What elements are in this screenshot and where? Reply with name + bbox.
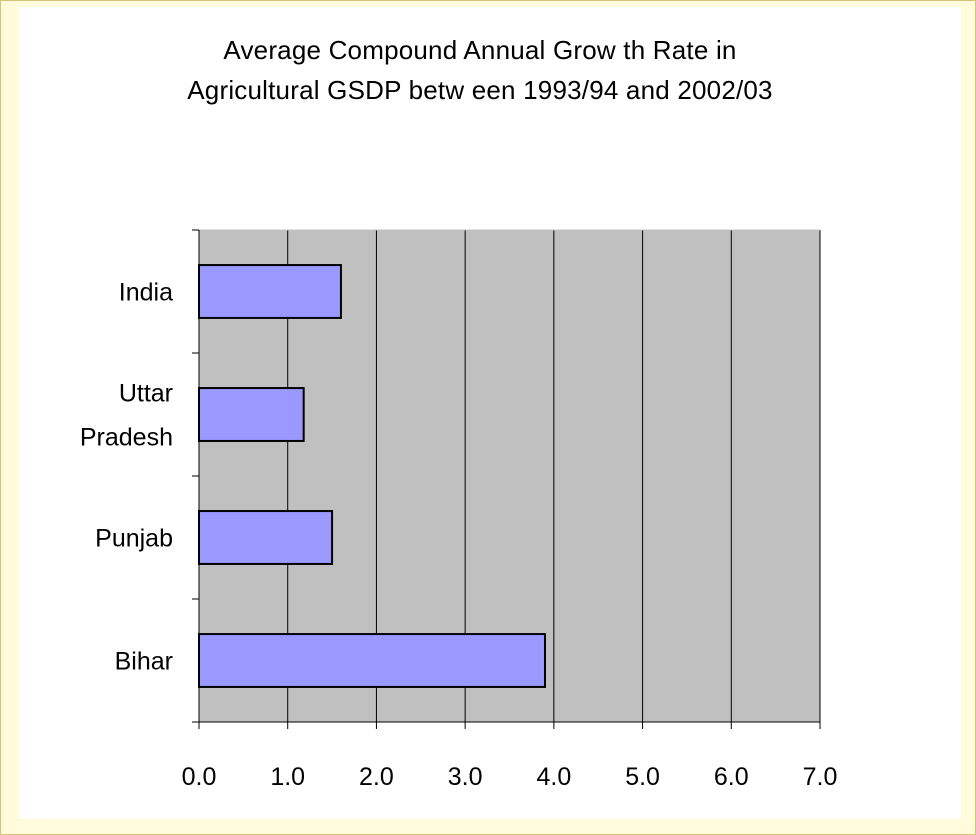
x-tick-label: 6.0: [714, 763, 749, 791]
bar: [198, 264, 342, 319]
category-label: India: [119, 279, 173, 307]
bar: [198, 510, 334, 565]
chart-title: Average Compound Annual Grow th Rate in …: [0, 30, 960, 110]
category-label: Punjab: [95, 525, 173, 553]
category-label: Uttar: [119, 380, 173, 408]
bar: [198, 387, 305, 442]
x-tick-label: 4.0: [536, 763, 571, 791]
x-tick-label: 5.0: [625, 763, 660, 791]
x-tick-label: 3.0: [448, 763, 483, 791]
x-tick-label: 7.0: [803, 763, 838, 791]
category-label: Bihar: [115, 648, 173, 676]
chart-title-line-2: Agricultural GSDP betw een 1993/94 and 2…: [187, 75, 773, 105]
x-tick-label: 0.0: [182, 763, 217, 791]
x-tick-label: 1.0: [270, 763, 305, 791]
category-label: Pradesh: [80, 424, 173, 452]
bar: [198, 633, 546, 688]
x-tick-label: 2.0: [359, 763, 394, 791]
chart-title-line-1: Average Compound Annual Grow th Rate in: [223, 35, 737, 65]
